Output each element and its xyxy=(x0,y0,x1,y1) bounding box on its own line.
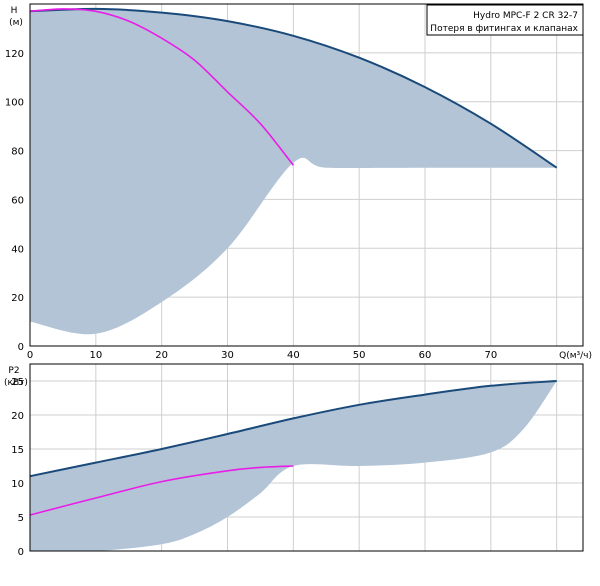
head-xtick-30: 30 xyxy=(221,350,234,361)
head-ytick-100: 100 xyxy=(5,98,24,109)
power-ytick-25: 25 xyxy=(11,377,24,388)
head-xtick-60: 60 xyxy=(419,350,432,361)
power-ytick-5: 5 xyxy=(18,513,24,524)
power-plot-frame xyxy=(29,363,584,552)
head-ylabel-line1: H xyxy=(11,6,18,16)
head-series-0 xyxy=(29,8,294,166)
power-ytick-20: 20 xyxy=(11,411,24,422)
power-ytick-0: 0 xyxy=(18,547,24,558)
head-envelope-area xyxy=(30,8,557,335)
power-ylabel-line1: P2 xyxy=(8,366,19,376)
head-ytick-0: 0 xyxy=(18,342,24,353)
head-ytick-40: 40 xyxy=(11,244,24,255)
legend-title: Hydro MPC-F 2 CR 32-7 xyxy=(473,11,578,21)
head-xtick-70: 70 xyxy=(484,350,497,361)
head-plot-frame xyxy=(29,3,584,347)
legend-frame xyxy=(426,4,584,36)
head-xtick-10: 10 xyxy=(89,350,102,361)
head-chart: 0 20 40 60 80 100 120 0 10 20 30 40 50 60 70 Q(м³/ч) H (м… xyxy=(5,3,592,361)
head-xlabel: Q(м³/ч) xyxy=(559,351,592,361)
head-ytick-60: 60 xyxy=(11,195,24,206)
power-series-0 xyxy=(29,465,294,516)
legend-subtitle: Потеря в фитингах и клапанах xyxy=(430,24,578,34)
head-max-curve xyxy=(29,7,558,169)
power-ylabel-line2: (кВт) xyxy=(4,378,28,388)
head-xtick-20: 20 xyxy=(155,350,168,361)
head-xtick-50: 50 xyxy=(353,350,366,361)
head-ylabel-line2: (м) xyxy=(9,18,23,28)
legend-box: Hydro MPC-F 2 CR 32-7 Потеря в фитингах … xyxy=(426,4,584,36)
head-ytick-120: 120 xyxy=(5,49,24,60)
power-envelope-area xyxy=(30,381,557,552)
power-max-curve xyxy=(29,380,557,478)
power-ytick-10: 10 xyxy=(11,479,24,490)
head-ytick-80: 80 xyxy=(11,147,24,158)
head-xtick-40: 40 xyxy=(287,350,300,361)
head-xtick-0: 0 xyxy=(27,350,33,361)
head-ytick-20: 20 xyxy=(11,293,24,304)
power-ytick-15: 15 xyxy=(11,445,24,456)
